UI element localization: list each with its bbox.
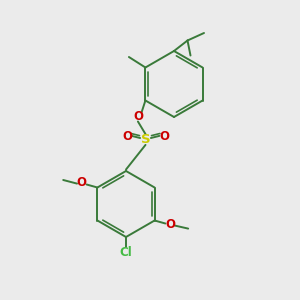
Text: Cl: Cl [120,246,132,259]
Text: S: S [141,133,150,146]
Text: O: O [165,218,175,232]
Text: O: O [133,110,143,123]
Text: O: O [159,130,169,143]
Text: O: O [122,130,132,143]
Text: O: O [77,176,87,190]
